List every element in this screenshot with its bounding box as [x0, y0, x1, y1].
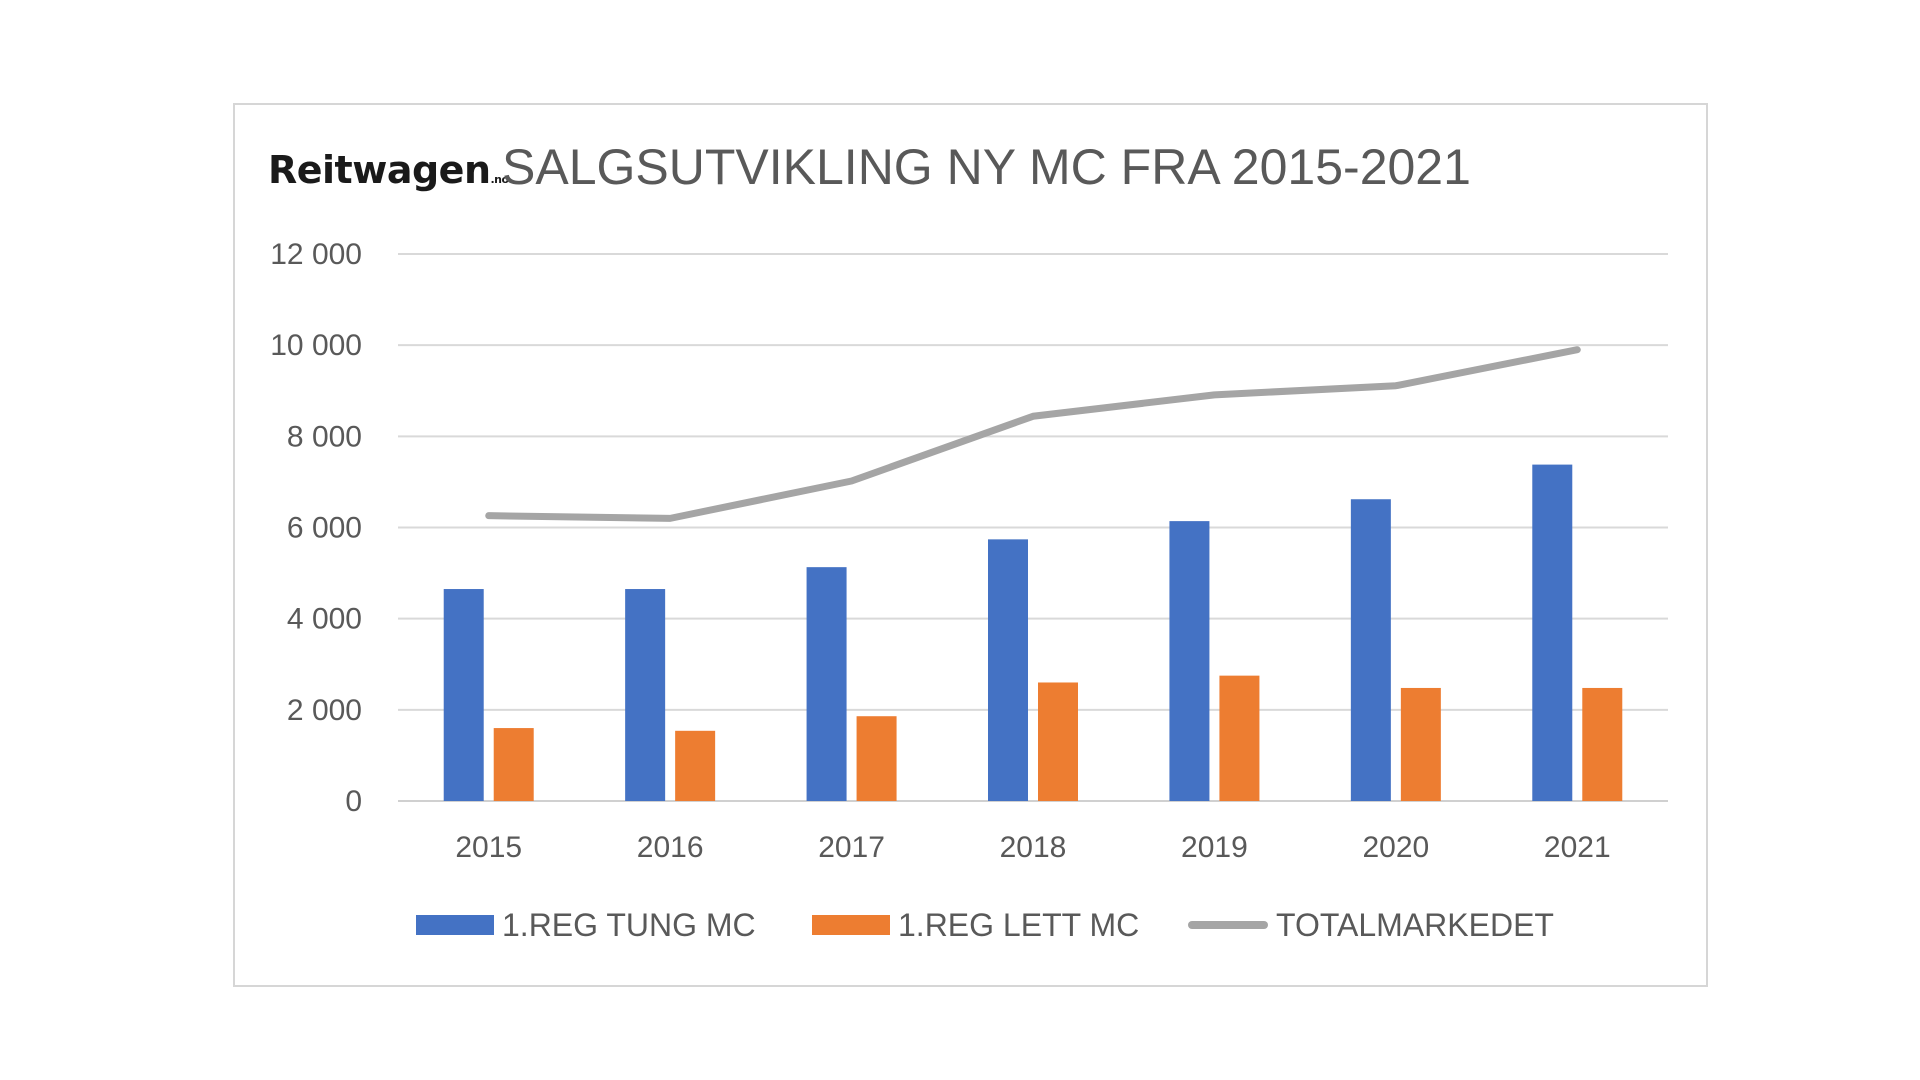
bars — [443, 464, 1623, 801]
chart-frame — [233, 103, 1708, 987]
bar-1-reg-tung-mc-2021 — [1532, 464, 1573, 801]
legend-label: 1.REG LETT MC — [898, 906, 1140, 943]
x-tick-label: 2017 — [818, 831, 885, 864]
legend-item: 1.REG LETT MC — [812, 905, 1139, 945]
legend: 1.REG TUNG MC 1.REG LETT MC TOTALMARKEDET — [0, 905, 1920, 945]
legend-swatch — [1188, 921, 1268, 929]
legend-label: 1.REG TUNG MC — [502, 906, 756, 943]
legend-swatch — [416, 915, 494, 935]
y-tick-label: 6 000 — [287, 512, 362, 545]
bar-1-reg-lett-mc-2017 — [856, 716, 897, 801]
x-tick-label: 2015 — [455, 831, 522, 864]
bar-1-reg-lett-mc-2015 — [493, 728, 534, 801]
bar-1-reg-tung-mc-2020 — [1350, 499, 1391, 801]
x-axis: 2015 2016 2017 2018 2019 2020 2021 — [455, 831, 1610, 864]
x-tick-label: 2020 — [1362, 831, 1429, 864]
y-tick-label: 4 000 — [287, 603, 362, 636]
y-tick-label: 0 — [345, 785, 362, 818]
bar-1-reg-tung-mc-2018 — [988, 539, 1028, 801]
brand-tld: .no — [490, 173, 510, 186]
bar-1-reg-lett-mc-2019 — [1219, 675, 1260, 801]
bar-1-reg-tung-mc-2017 — [806, 567, 847, 801]
bar-1-reg-lett-mc-2016 — [675, 730, 716, 801]
line-totalmarkedet — [485, 346, 1581, 522]
y-axis: 0 2 000 4 000 6 000 8 000 10 000 12 000 — [270, 238, 362, 818]
legend-item: 1.REG TUNG MC — [416, 905, 756, 945]
legend-item: TOTALMARKEDET — [1188, 905, 1554, 945]
bar-1-reg-lett-mc-2021 — [1582, 687, 1623, 801]
x-tick-label: 2018 — [1000, 831, 1067, 864]
y-tick-label: 10 000 — [270, 329, 362, 362]
bar-1-reg-tung-mc-2015 — [443, 589, 484, 801]
series-lines — [485, 346, 1581, 522]
legend-swatch — [812, 915, 890, 935]
brand-logo: Reitwagen.no — [268, 148, 509, 192]
y-tick-label: 12 000 — [270, 238, 362, 271]
chart-title: SALGSUTVIKLING NY MC FRA 2015-2021 — [502, 139, 1471, 195]
brand-name: Reitwagen — [268, 148, 491, 192]
x-tick-label: 2021 — [1544, 831, 1611, 864]
x-tick-label: 2019 — [1181, 831, 1248, 864]
grid-lines — [398, 253, 1668, 802]
bar-1-reg-lett-mc-2020 — [1400, 687, 1441, 801]
y-tick-label: 8 000 — [287, 420, 362, 453]
y-tick-label: 2 000 — [287, 694, 362, 727]
bar-1-reg-tung-mc-2016 — [625, 589, 666, 801]
x-tick-label: 2016 — [637, 831, 704, 864]
bar-1-reg-tung-mc-2019 — [1169, 521, 1210, 801]
bar-1-reg-lett-mc-2018 — [1038, 682, 1078, 801]
legend-label: TOTALMARKEDET — [1276, 906, 1554, 943]
